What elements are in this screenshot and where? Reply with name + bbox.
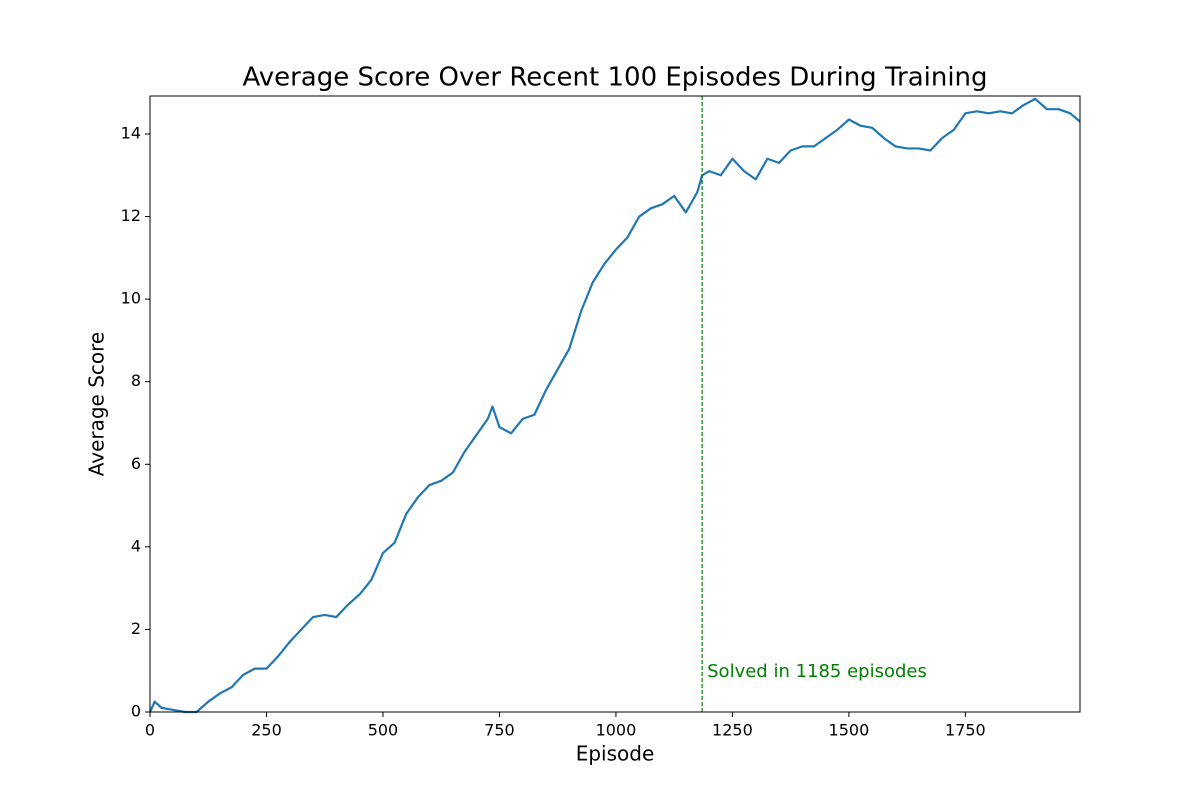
y-axis-label: Average Score [85,332,109,477]
x-tick-label: 1000 [596,721,637,740]
y-tick-label: 6 [131,454,141,473]
y-tick-label: 4 [131,536,141,555]
y-tick-label: 0 [131,702,141,721]
x-tick-label: 1250 [712,721,753,740]
y-tick-label: 14 [121,123,141,142]
x-tick-label: 1750 [945,721,986,740]
y-tick-label: 2 [131,619,141,638]
x-tick-label: 0 [145,721,155,740]
y-tick-label: 8 [131,371,141,390]
x-tick-label: 250 [251,721,282,740]
chart-title: Average Score Over Recent 100 Episodes D… [242,63,987,93]
x-tick-label: 1500 [829,721,870,740]
x-tick-label: 500 [368,721,399,740]
y-tick-label: 10 [121,289,141,308]
plot-frame [149,95,1081,713]
line [148,97,1081,714]
solved-annotation: Solved in 1185 episodes [707,661,927,682]
y-tick-label: 12 [121,206,141,225]
x-axis-label: Episode [576,742,655,766]
x-tick-label: 750 [484,721,515,740]
